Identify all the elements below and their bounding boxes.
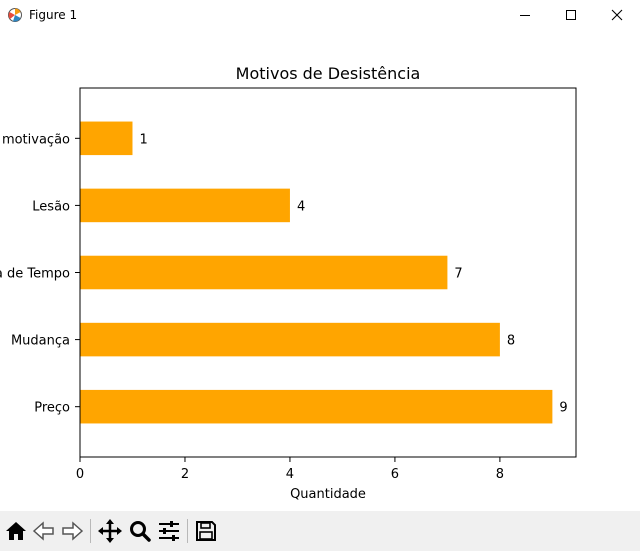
bar-value-label: 8	[507, 334, 515, 349]
bar-chart: Motivos de Desistência 9 8 7 4 1 0 2 4 6 8 Preço…	[0, 64, 577, 502]
save-icon	[196, 521, 216, 541]
save-button[interactable]	[192, 517, 220, 545]
bar	[80, 322, 500, 357]
close-button[interactable]	[594, 0, 640, 30]
back-icon	[32, 521, 54, 541]
window-title: Figure 1	[29, 8, 78, 22]
bar	[80, 389, 553, 424]
y-tick-label: Lesão	[32, 199, 70, 214]
configure-subplots-icon	[159, 521, 179, 541]
toolbar-separator	[187, 519, 188, 543]
bar	[80, 188, 290, 223]
bar	[80, 255, 448, 290]
maximize-button[interactable]	[548, 0, 594, 30]
configure-subplots-button[interactable]	[155, 517, 183, 545]
minimize-button[interactable]	[502, 0, 548, 30]
forward-button[interactable]	[58, 517, 86, 545]
x-tick-label: 8	[496, 467, 504, 482]
matplotlib-icon	[8, 8, 22, 22]
pan-button[interactable]	[96, 517, 124, 545]
bar	[80, 121, 133, 156]
zoom-icon	[130, 521, 151, 542]
toolbar-separator	[90, 519, 91, 543]
y-tick-label: Preço	[34, 401, 70, 416]
chart-title: Motivos de Desistência	[236, 64, 421, 83]
pan-icon	[98, 519, 122, 543]
x-tick-label: 0	[76, 467, 84, 482]
y-tick-label: Falta de Tempo	[0, 267, 70, 282]
window-titlebar: Figure 1	[0, 0, 640, 30]
home-button[interactable]	[2, 517, 30, 545]
y-tick-label: Mudança	[11, 334, 70, 349]
navigation-toolbar	[0, 511, 640, 551]
bars-layer: 9 8 7 4 1	[80, 121, 568, 424]
x-tick-label: 6	[391, 467, 399, 482]
close-icon	[611, 9, 623, 21]
bar-value-label: 9	[559, 401, 567, 416]
x-tick-label: 2	[181, 467, 189, 482]
home-icon	[6, 522, 26, 540]
bar-value-label: 4	[297, 199, 305, 214]
forward-icon	[62, 521, 84, 541]
zoom-button[interactable]	[126, 517, 154, 545]
bar-value-label: 1	[139, 132, 147, 147]
minimize-icon	[520, 15, 530, 16]
x-axis-label: Quantidade	[290, 487, 366, 502]
bar-value-label: 7	[454, 267, 462, 282]
maximize-icon	[566, 10, 576, 20]
y-axis: Preço Mudança Falta de Tempo Lesão Falta de …	[0, 132, 80, 416]
x-axis: 0 2 4 6 8	[76, 457, 504, 482]
back-button[interactable]	[30, 517, 58, 545]
y-tick-label: Falta de motivação	[0, 132, 70, 147]
x-tick-label: 4	[286, 467, 294, 482]
